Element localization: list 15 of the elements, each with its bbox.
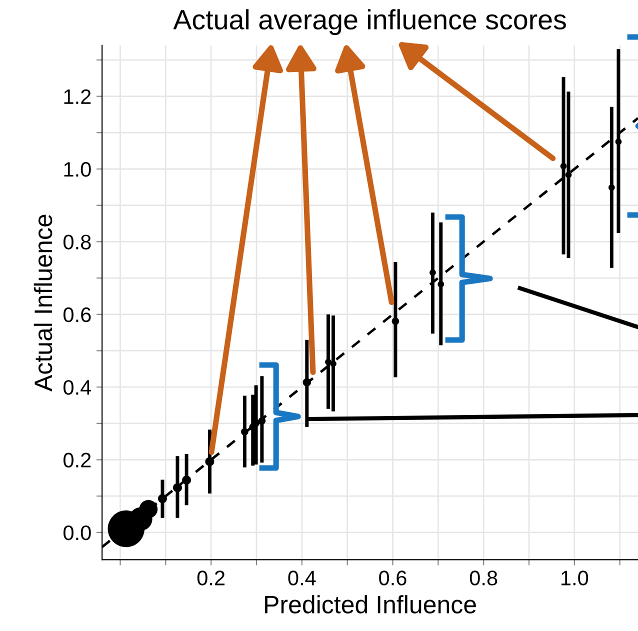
- y-axis-title: Actual Influence: [34, 214, 52, 392]
- x-tick-label: 0.4: [288, 570, 316, 586]
- chart-title: Actual average influence scores: [173, 9, 566, 36]
- x-tick-label: 0.6: [379, 570, 406, 586]
- x-tick-label: 0.8: [470, 570, 498, 586]
- y-tick-label: 0.6: [64, 307, 91, 322]
- y-tick-label: 1.0: [64, 162, 91, 177]
- x-axis-title: Predicted Influence: [265, 595, 476, 614]
- y-tick-label: 0.4: [64, 380, 92, 395]
- y-tick-label: 0.8: [64, 234, 91, 250]
- y-tick-label: 0.2: [64, 452, 91, 468]
- x-tick-label: 0.2: [197, 570, 225, 586]
- y-tick-label: 1.2: [64, 89, 91, 104]
- y-tick-label: 0.0: [64, 525, 91, 540]
- x-tick-label: 1.0: [562, 570, 588, 586]
